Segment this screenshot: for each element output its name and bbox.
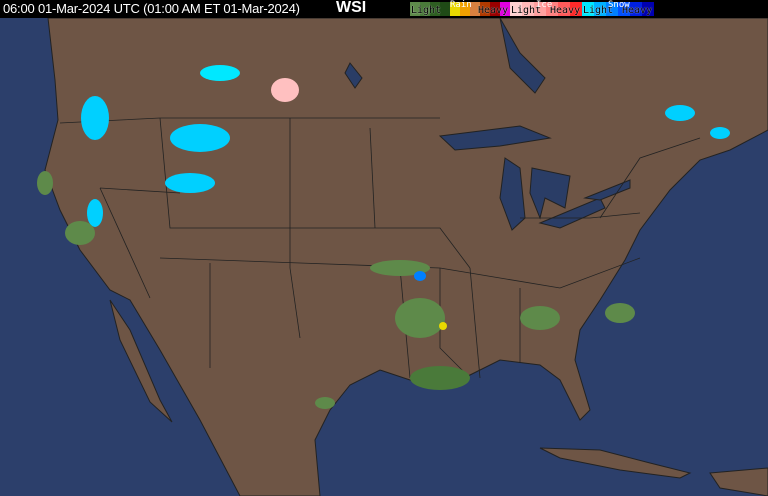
legend-snow-title: Snow [608,0,630,10]
legend-swatch [522,2,534,16]
legend-swatch [594,2,606,16]
legend-ice-light: Light [511,5,542,16]
header-bar: 06:00 01-Mar-2024 UTC (01:00 AM ET 01-Ma… [0,0,768,18]
legend-swatch [606,2,618,16]
legend-swatch [582,2,594,16]
legend-swatch [546,2,558,16]
legend-swatch [480,2,490,16]
legend-snow: Light Heavy Snow [582,0,654,16]
legend-rain: Light Heavy Rain [410,0,510,16]
legend-swatch [440,2,450,16]
legend-rain-title: Rain [450,0,472,10]
great-lakes [344,18,631,231]
hispaniola [709,467,768,496]
baja-peninsula [109,299,173,423]
legend-swatch [618,2,630,16]
legend-swatch [470,2,480,16]
legend-swatch [510,2,522,16]
map-canvas [0,18,768,496]
legend-swatch [630,2,642,16]
legend-swatch [534,2,546,16]
legend-swatch [410,2,420,16]
legend-swatch [460,2,470,16]
legend-swatch [642,2,654,16]
legend-swatch [420,2,430,16]
legend-snow-light: Light [583,5,614,16]
legend-ice-title: Ice [536,0,553,10]
legend-ice-heavy: Heavy [550,5,581,16]
legend-swatch [570,2,582,16]
wsi-logo: WSI [336,0,367,16]
timestamp: 06:00 01-Mar-2024 UTC (01:00 AM ET 01-Ma… [3,1,300,16]
precipitation-echoes [37,65,730,409]
state-borders [59,117,701,379]
legend-swatch [430,2,440,16]
legend-snow-heavy: Heavy [622,5,653,16]
legend-rain-light: Light [411,5,442,16]
legend-rain-heavy: Heavy [478,5,509,16]
legend-ice: Light Heavy Ice [510,0,582,16]
legend-swatch [450,2,460,16]
cuba [539,447,692,479]
precip-legend: Light Heavy Rain Light Heavy Ice Light Heavy S… [410,0,654,16]
legend-swatch [500,2,510,16]
legend-swatch [558,2,570,16]
legend-swatch [490,2,500,16]
